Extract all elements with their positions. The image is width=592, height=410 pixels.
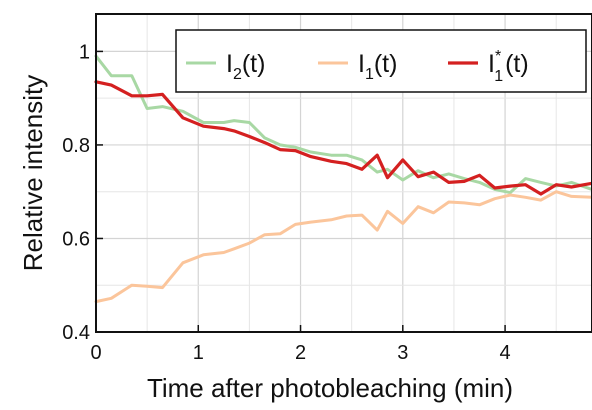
legend-label-base: I [488, 50, 495, 78]
legend-label-tail: (t) [374, 50, 398, 78]
legend-label-I2: I2(t) [226, 50, 265, 83]
series-line-I2 [94, 54, 592, 195]
series-layer [94, 54, 592, 304]
series-line-I1star [94, 80, 592, 196]
x-tick-label: 3 [397, 342, 408, 364]
y-tick-label: 1 [79, 41, 90, 63]
series-line-I1 [94, 190, 592, 304]
y-axis-title: Relative intensity [18, 75, 48, 272]
legend-label-sub: 1 [365, 66, 374, 83]
x-tick-label: 4 [500, 342, 511, 364]
tick-layer: 0 1 2 3 4 0.4 0.6 0.8 1 [62, 41, 510, 364]
legend-label-sub: 1 [494, 68, 503, 85]
legend-label-base: I [358, 50, 365, 78]
legend-label-base: I [226, 50, 233, 78]
legend-label-sup: * [495, 48, 501, 65]
legend-label-I1star: I* 1(t) [488, 48, 529, 85]
legend-label-sub: 2 [233, 66, 242, 83]
y-tick-label: 0.4 [62, 322, 90, 344]
x-tick-label: 2 [295, 342, 306, 364]
legend-label-I1: I1(t) [358, 50, 397, 83]
x-tick-label: 1 [193, 342, 204, 364]
x-axis-title: Time after photobleaching (min) [147, 373, 513, 403]
x-tick-label: 0 [90, 342, 101, 364]
y-tick-label: 0.8 [62, 135, 90, 157]
legend-box [175, 29, 587, 93]
legend-label-tail: (t) [505, 50, 529, 78]
legend: I2(t) I1(t) I* 1(t) [175, 29, 587, 93]
legend-label-tail: (t) [242, 50, 266, 78]
plot-frame [95, 13, 592, 333]
y-tick-label: 0.6 [62, 228, 90, 250]
